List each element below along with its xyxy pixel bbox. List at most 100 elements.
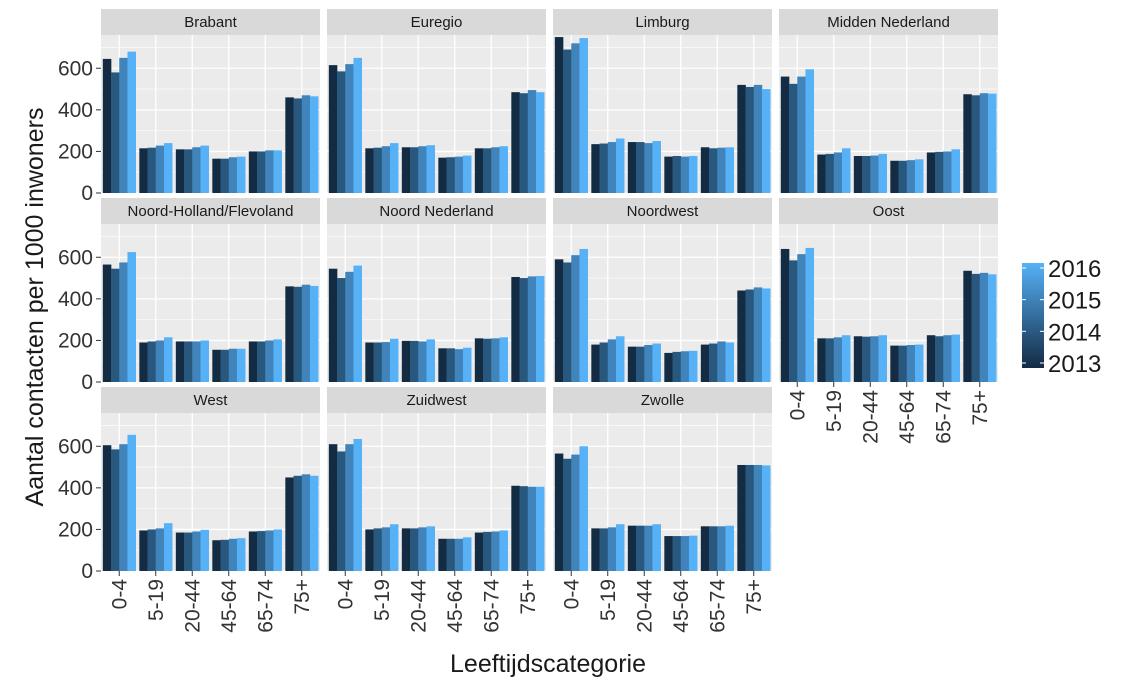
panel-background (101, 224, 320, 382)
bar (200, 529, 209, 571)
bar (483, 531, 492, 571)
bar (220, 539, 230, 571)
bar (797, 76, 806, 193)
panel-background (101, 35, 320, 193)
y-tick-label: 400 (58, 477, 93, 500)
bar (462, 537, 472, 571)
bar (119, 262, 128, 382)
x-tick-label: 20-44 (633, 579, 656, 633)
bar (147, 147, 157, 193)
bar (688, 155, 698, 193)
panel-background (553, 224, 772, 382)
bar (265, 530, 274, 571)
y-tick-label: 0 (81, 182, 93, 205)
bar (636, 525, 645, 571)
bar (373, 528, 383, 571)
bar (212, 158, 221, 193)
bar (890, 345, 899, 382)
bar (789, 83, 798, 193)
x-tick-label: 45-64 (218, 579, 241, 633)
bar (535, 486, 545, 571)
facet-panel: Zuidwest 0-4 5-19 20-44 45-64 65-74 75+ (327, 387, 546, 633)
bar (737, 290, 746, 382)
bar (200, 340, 209, 382)
bar (627, 525, 637, 571)
bar (483, 338, 492, 382)
bar (301, 474, 311, 571)
bar (454, 156, 464, 193)
bar (761, 465, 771, 571)
bar (139, 342, 148, 382)
facet-strip (327, 9, 546, 35)
y-axis-title-group: Aantal contacten per 1000 inwoners (21, 108, 49, 507)
bar (220, 158, 230, 193)
bar (438, 157, 447, 193)
bar (841, 335, 851, 382)
bar (737, 84, 746, 193)
bar (345, 444, 354, 571)
bar (446, 157, 456, 193)
bar (365, 148, 374, 193)
x-tick-label: 65-74 (254, 579, 277, 633)
y-tick-label: 400 (58, 288, 93, 311)
bar (644, 143, 653, 193)
panel-background (327, 224, 546, 382)
bar (257, 341, 266, 382)
legend-label: 2014 (1048, 319, 1101, 346)
bar (680, 156, 690, 193)
bar (725, 147, 734, 193)
bar (293, 286, 303, 382)
bar (717, 147, 726, 193)
bar (410, 340, 419, 382)
bar (737, 464, 746, 571)
bar (127, 252, 136, 382)
bar (709, 343, 718, 382)
bar (248, 531, 258, 571)
bar (228, 538, 238, 571)
facet-panel: Brabant 0 200 400 600 (58, 9, 320, 205)
bar (579, 38, 588, 193)
bar (571, 43, 580, 193)
bar (499, 337, 508, 382)
bar (780, 76, 790, 193)
x-tick-label: 0-4 (786, 390, 809, 421)
bar (725, 525, 734, 571)
legend-label: 2013 (1048, 351, 1101, 378)
x-tick-label: 75+ (969, 390, 992, 426)
bar (426, 339, 435, 382)
bar (248, 151, 258, 193)
x-tick-label: 20-44 (859, 390, 882, 444)
facet-title: West (194, 392, 229, 409)
bar (163, 337, 173, 382)
bar (491, 338, 500, 382)
bar (285, 477, 294, 571)
bar (979, 272, 989, 382)
bar (841, 148, 851, 193)
bar (761, 288, 771, 382)
bar (155, 145, 165, 193)
bar (599, 143, 609, 193)
panel-background (101, 413, 320, 571)
bar (111, 449, 120, 571)
x-tick-label: 5-19 (145, 579, 168, 621)
facet-title: Limburg (635, 14, 689, 31)
bar (817, 154, 826, 193)
bar (389, 338, 399, 382)
bar (426, 145, 435, 193)
x-tick-label: 5-19 (823, 390, 846, 432)
bar (365, 342, 374, 382)
bar (644, 525, 653, 571)
bar (119, 57, 128, 193)
bar (337, 278, 346, 382)
bar (212, 540, 221, 571)
facet-title: Brabant (184, 14, 237, 31)
bar (328, 65, 338, 193)
bar (914, 344, 924, 382)
bar (438, 538, 447, 571)
bar (184, 532, 193, 571)
bar (652, 343, 661, 382)
bar (825, 338, 835, 382)
bar (725, 342, 734, 382)
bar (935, 336, 944, 382)
